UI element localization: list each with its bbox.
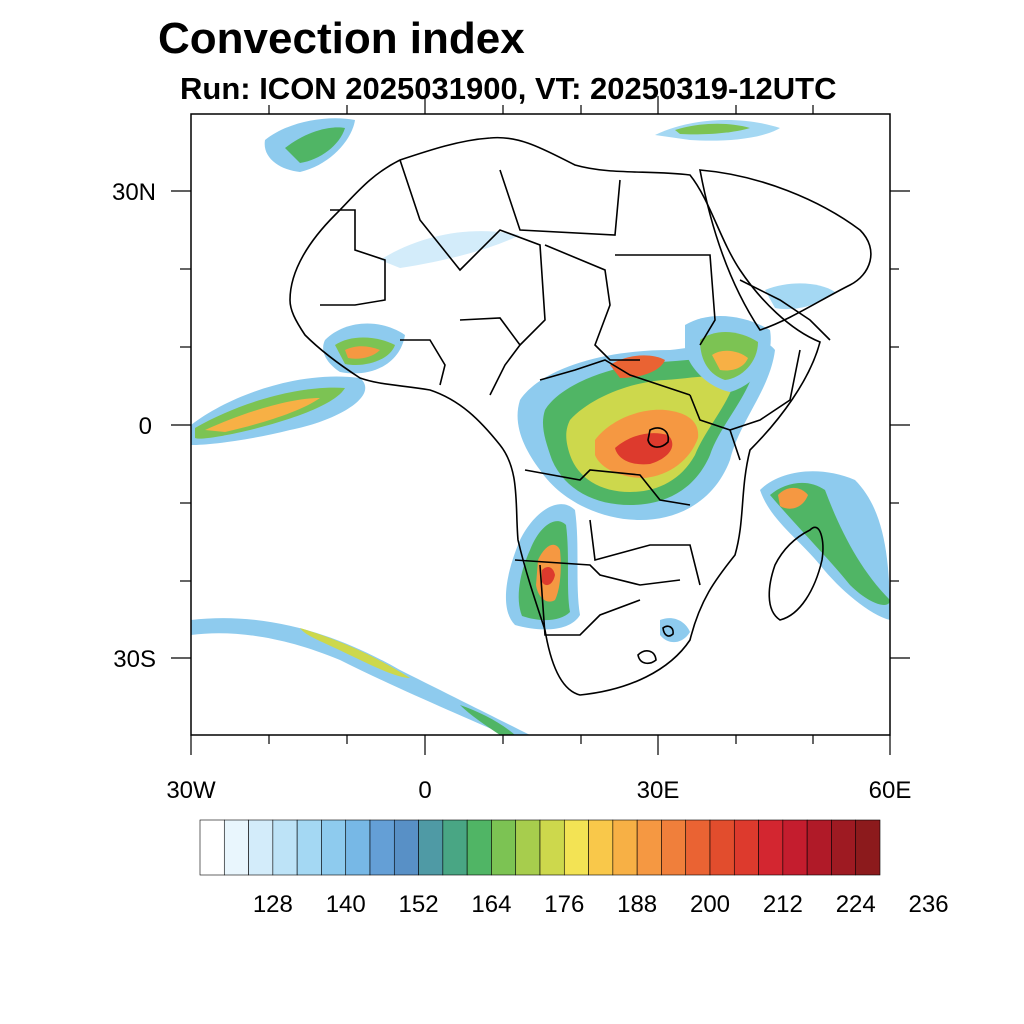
colorbar — [199, 819, 881, 876]
colorbar-cell — [709, 819, 735, 876]
field-tasman-tail — [460, 705, 515, 735]
field-west-africa-core — [345, 346, 380, 359]
colorbar-tick-label: 164 — [471, 891, 511, 918]
axis-ticks — [171, 96, 910, 755]
field-south-atlantic-outer — [191, 618, 530, 735]
colorbar-cell — [563, 819, 589, 876]
field-med-inner — [285, 127, 345, 163]
colorbar-cell — [515, 819, 541, 876]
colorbar-cell — [612, 819, 638, 876]
colorbar-tick-label: 188 — [617, 891, 657, 918]
colorbar-tick-label: 236 — [909, 891, 949, 918]
field-madagascar-mid — [770, 482, 890, 605]
field-sahara — [380, 231, 520, 268]
border-1 — [320, 209, 386, 306]
madagascar — [768, 526, 824, 621]
colorbar-tick-label: 152 — [399, 891, 439, 918]
colorbar-cell — [248, 819, 274, 876]
lake-victoria — [647, 427, 670, 448]
lesotho — [637, 650, 657, 665]
border-6 — [459, 317, 521, 396]
border-4 — [615, 254, 716, 346]
colorbar-cell — [636, 819, 662, 876]
colorbar-tick-label: 128 — [253, 891, 293, 918]
colorbar-cell — [199, 819, 225, 876]
field-ethiopia-core — [712, 350, 748, 371]
border-8 — [539, 359, 691, 396]
lon-label-0: 0 — [418, 777, 431, 804]
border-2 — [399, 159, 546, 346]
eswatini — [662, 625, 674, 637]
border-12 — [589, 519, 701, 586]
colorbar-cell — [418, 819, 444, 876]
colorbar-cell — [345, 819, 371, 876]
colorbar-tick-label: 200 — [690, 891, 730, 918]
field-south-atlantic-core — [300, 628, 410, 678]
border-9 — [689, 394, 741, 461]
colorbar-cell — [806, 819, 832, 876]
colorbar-cell — [466, 819, 492, 876]
border-7 — [400, 339, 446, 386]
colorbar-cell — [685, 819, 711, 876]
border-5 — [544, 244, 640, 361]
colorbar-cell — [491, 819, 517, 876]
colorbar-cell — [442, 819, 468, 876]
colorbar-cell — [733, 819, 759, 876]
border-14 — [739, 279, 831, 341]
colorbar-cell — [321, 819, 347, 876]
field-se-africa — [660, 618, 690, 643]
colorbar-cell — [223, 819, 249, 876]
chart-subtitle: Run: ICON 2025031900, VT: 20250319-12UTC — [180, 71, 837, 106]
colorbar-tick-label: 212 — [763, 891, 803, 918]
colorbar-cell — [539, 819, 565, 876]
colorbar-cell — [782, 819, 808, 876]
chart-title: Convection index — [158, 14, 525, 63]
map-outlines — [289, 136, 872, 696]
lon-label-30w: 30W — [166, 777, 216, 804]
colorbar-cell — [831, 819, 857, 876]
colorbar-cell — [588, 819, 614, 876]
colorbar-cell — [272, 819, 298, 876]
colorbar-cell — [296, 819, 322, 876]
border-13 — [539, 564, 641, 636]
field-sudan-red — [610, 355, 665, 378]
arabia — [699, 169, 872, 331]
lat-label-30s: 30S — [113, 646, 156, 673]
border-3 — [499, 169, 621, 236]
field-madagascar-core — [778, 487, 808, 509]
colorbar-tick-label: 140 — [326, 891, 366, 918]
colorbar-cell — [758, 819, 784, 876]
border-11 — [514, 559, 681, 586]
field-central-red — [615, 433, 673, 465]
lat-label-0: 0 — [139, 413, 152, 440]
colorbar-labels: 128 140 152 164 176 188 200 212 224 236 — [253, 891, 949, 918]
convection-field — [191, 118, 890, 735]
field-arabia — [765, 283, 835, 310]
lat-label-30n: 30N — [112, 179, 156, 206]
colorbar-cell — [369, 819, 395, 876]
lon-label-30e: 30E — [637, 777, 680, 804]
colorbar-cell — [393, 819, 419, 876]
lon-label-60e: 60E — [869, 777, 912, 804]
border-10 — [524, 469, 691, 506]
field-egypt-inner — [675, 123, 750, 135]
colorbar-tick-label: 176 — [544, 891, 584, 918]
field-angola-red — [542, 567, 555, 586]
border-15 — [729, 349, 801, 431]
colorbar-cell — [855, 819, 881, 876]
colorbar-cell — [661, 819, 687, 876]
colorbar-tick-label: 224 — [836, 891, 876, 918]
field-atlantic-core — [205, 398, 320, 432]
africa-coastline — [289, 136, 821, 696]
